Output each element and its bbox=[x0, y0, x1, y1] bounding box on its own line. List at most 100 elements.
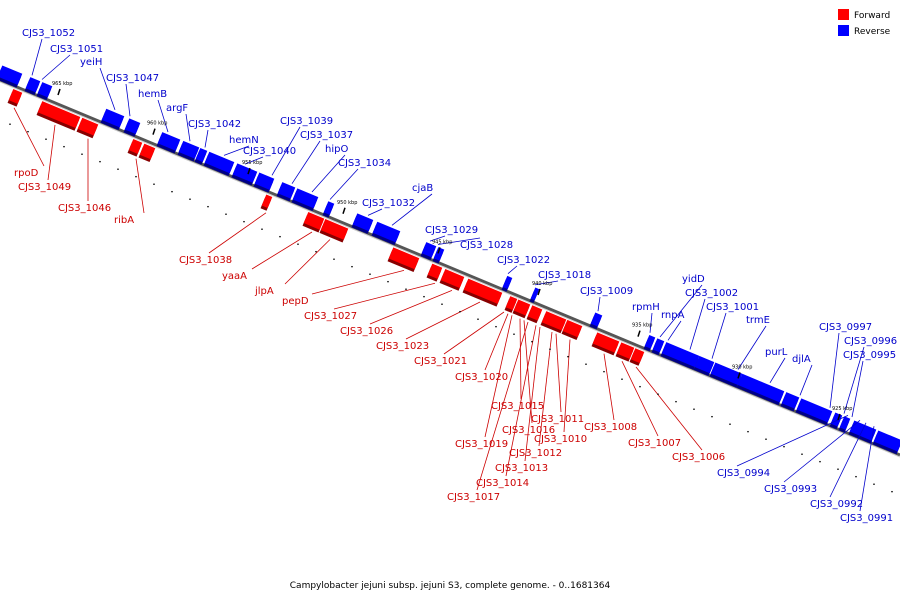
reverse-gene-glyph bbox=[872, 430, 900, 455]
reverse-gene-label: argF bbox=[166, 103, 188, 114]
reverse-gene-glyph bbox=[194, 147, 208, 165]
forward-gene-glyph bbox=[7, 89, 23, 107]
forward-leader-line bbox=[538, 331, 553, 447]
forward-gene-label: CJS3_1017 bbox=[447, 492, 500, 503]
forward-leader-line bbox=[484, 315, 513, 438]
reverse-gene-glyph bbox=[24, 77, 41, 96]
reverse-leader-line bbox=[711, 312, 727, 359]
reverse-gene-glyph bbox=[795, 398, 833, 426]
forward-leader-line bbox=[47, 124, 56, 181]
reverse-gene-glyph bbox=[36, 82, 53, 101]
reverse-gene-label: CJS3_0993 bbox=[764, 484, 817, 495]
reverse-gene-glyph bbox=[693, 355, 715, 376]
reverse-gene-label: CJS3_1040 bbox=[243, 146, 296, 157]
reverse-gene-glyph bbox=[643, 335, 656, 352]
scale-dot bbox=[117, 168, 119, 170]
forward-leader-line bbox=[13, 107, 45, 167]
reverse-leader-line bbox=[667, 320, 682, 341]
reverse-gene-label: hemN bbox=[229, 135, 259, 146]
reverse-leader-line bbox=[689, 298, 706, 350]
scale-dot bbox=[729, 423, 731, 425]
reverse-gene-body bbox=[101, 108, 125, 128]
forward-gene-label: yaaA bbox=[222, 271, 247, 282]
reverse-gene-label: CJS3_1039 bbox=[280, 116, 333, 127]
reverse-gene-label: purL bbox=[765, 347, 788, 358]
reverse-gene-body bbox=[232, 163, 258, 183]
reverse-gene-label: CJS3_0991 bbox=[840, 513, 893, 524]
tick-mark bbox=[637, 330, 641, 337]
forward-gene-body bbox=[440, 269, 465, 289]
reverse-gene-body bbox=[37, 82, 53, 98]
scale-dot bbox=[81, 153, 83, 155]
reverse-leader-line bbox=[157, 99, 169, 133]
reverse-gene-label: CJS3_1042 bbox=[188, 119, 241, 130]
scale-dot bbox=[819, 460, 821, 463]
reverse-leader-line bbox=[329, 168, 359, 200]
tick-mark bbox=[437, 247, 441, 254]
label-layer: CJS3_1052CJS3_1051yeiHCJS3_1047hemBargFC… bbox=[13, 28, 897, 524]
reverse-gene-label: CJS3_1001 bbox=[706, 302, 759, 313]
reverse-gene-glyph bbox=[371, 221, 401, 246]
scale-dot bbox=[675, 400, 677, 403]
forward-gene-glyph bbox=[504, 296, 518, 313]
reverse-leader-line bbox=[244, 156, 264, 165]
reverse-gene-body bbox=[323, 201, 335, 215]
reverse-gene-label: CJS3_1032 bbox=[362, 198, 415, 209]
reverse-gene-body bbox=[873, 430, 900, 452]
scale-dot bbox=[45, 138, 47, 140]
reverse-leader-line bbox=[99, 67, 116, 111]
forward-leader-line bbox=[208, 212, 267, 254]
reverse-gene-glyph bbox=[432, 247, 445, 264]
tick-mark bbox=[342, 207, 346, 214]
genome-caption: Campylobacter jejuni subsp. jejuni S3, c… bbox=[290, 581, 611, 591]
reverse-gene-body bbox=[254, 172, 275, 190]
forward-gene-glyph bbox=[512, 299, 531, 319]
tick-label: 955 kbp bbox=[242, 160, 262, 166]
forward-leader-line bbox=[635, 366, 703, 451]
reverse-gene-glyph bbox=[848, 420, 877, 444]
tick-layer: 965 kbp 960 kbp 955 kbp 950 kbp 945 kbp 940 k… bbox=[9, 81, 893, 493]
forward-gene-label: CJS3_1010 bbox=[534, 434, 587, 445]
scale-dot bbox=[531, 340, 533, 343]
tick-label: 945 kbp bbox=[432, 239, 452, 245]
reverse-gene-glyph bbox=[177, 140, 200, 162]
reverse-leader-line bbox=[185, 113, 191, 142]
forward-gene-body bbox=[463, 278, 503, 304]
legend-swatch-forward bbox=[838, 9, 849, 20]
reverse-gene-body bbox=[849, 420, 877, 441]
reverse-gene-label: CJS3_1029 bbox=[425, 225, 478, 236]
reverse-gene-label: hemB bbox=[138, 89, 167, 100]
forward-leader-line bbox=[333, 282, 436, 310]
forward-gene-label: CJS3_1011 bbox=[531, 414, 584, 425]
reverse-gene-label: CJS3_1051 bbox=[50, 44, 103, 55]
reverse-leader-line bbox=[659, 284, 703, 338]
reverse-gene-label: yeiH bbox=[80, 57, 102, 68]
reverse-gene-label: CJS3_1022 bbox=[497, 255, 550, 266]
scale-dot bbox=[621, 378, 623, 380]
forward-leader-line bbox=[563, 339, 571, 433]
reverse-leader-line bbox=[391, 193, 433, 226]
forward-gene-label: CJS3_1012 bbox=[509, 448, 562, 459]
reverse-gene-body bbox=[652, 338, 665, 353]
forward-gene-body bbox=[37, 101, 81, 129]
scale-dot bbox=[873, 483, 875, 485]
forward-gene-body bbox=[427, 263, 443, 279]
reverse-leader-line bbox=[271, 126, 301, 176]
reverse-gene-body bbox=[204, 151, 235, 174]
reverse-gene-label: CJS3_1037 bbox=[300, 130, 353, 141]
tick-label: 965 kbp bbox=[52, 81, 72, 87]
forward-leader-line bbox=[369, 289, 453, 325]
forward-leader-line bbox=[405, 301, 481, 340]
tick-mark bbox=[537, 288, 541, 296]
forward-gene-body bbox=[8, 89, 23, 104]
forward-gene-body bbox=[303, 211, 325, 230]
tick-mark bbox=[152, 128, 156, 135]
scale-dot bbox=[369, 273, 371, 275]
forward-leader-line bbox=[603, 353, 615, 421]
reverse-gene-label: CJS3_0992 bbox=[810, 499, 863, 510]
forward-gene-glyph bbox=[260, 194, 273, 211]
reverse-leader-line bbox=[737, 325, 767, 370]
reverse-leader-line bbox=[125, 83, 131, 117]
